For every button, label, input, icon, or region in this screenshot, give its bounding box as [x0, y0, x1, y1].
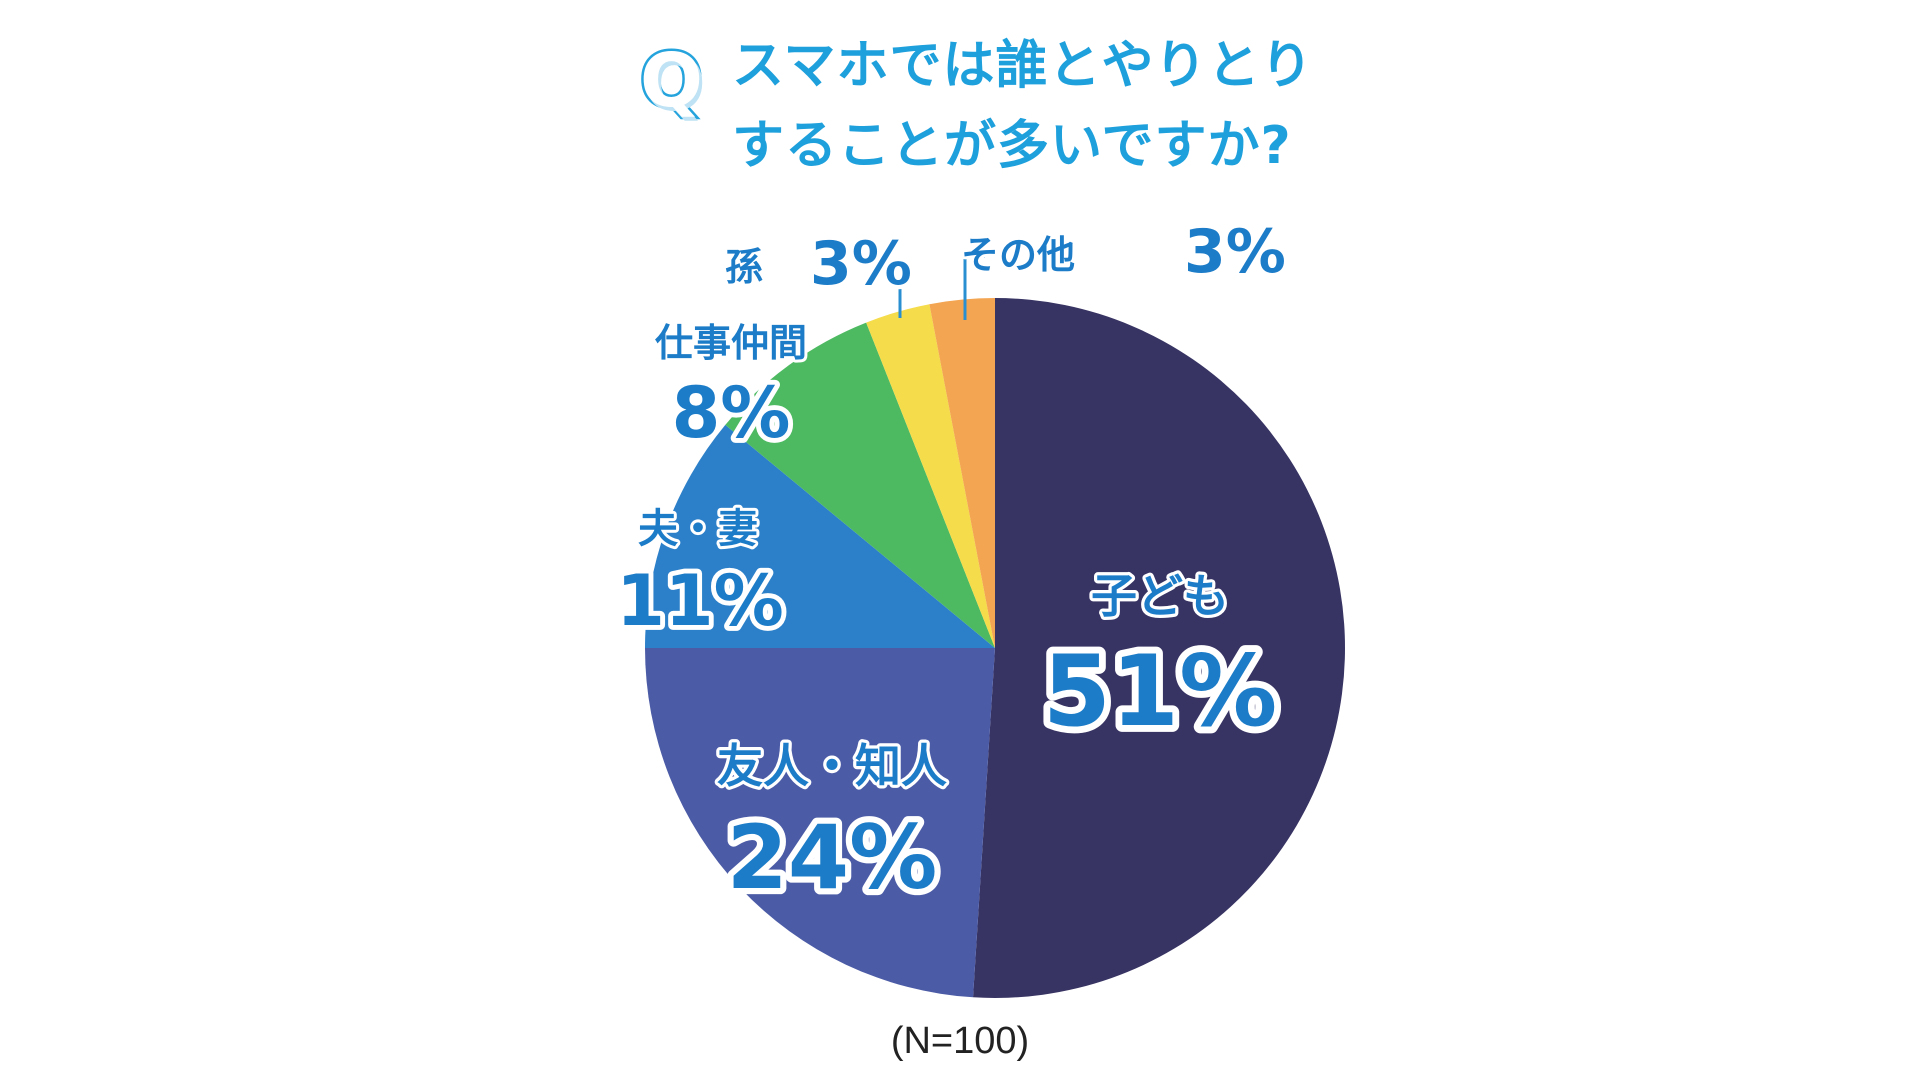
title-line-1: スマホでは誰とやりとり: [732, 36, 1314, 96]
slice-label-name-3: 仕事仲間: [655, 321, 807, 365]
pie-slice-3: [725, 322, 995, 648]
slice-label-value-1: 24%: [727, 806, 938, 909]
sample-size-note: (N=100): [890, 1020, 1030, 1062]
slice-label-name-5: その他: [961, 233, 1075, 277]
slice-label-value-0: 51%: [1043, 635, 1278, 749]
leader-line-5: [963, 254, 985, 320]
slice-label-name-1: 友人・知人: [717, 739, 947, 793]
title-line-2: することが多いですか?: [732, 116, 1292, 176]
slice-label-name-4: 孫: [725, 245, 763, 289]
leader-lines: [880, 254, 985, 320]
chart-title: Q スマホでは誰とやりとり することが多いですか?: [638, 36, 1400, 186]
slice-label-value-4: 3%: [810, 229, 912, 299]
slice-label-value-2: 11%: [616, 560, 784, 642]
pie-slice-0: [973, 298, 1346, 998]
slice-label-value-5: 3%: [1184, 217, 1286, 287]
pie-slice-4: [866, 304, 995, 648]
pie-slice-5: [929, 298, 995, 648]
slice-labels: 子ども 51% 友人・知人 24% 夫・妻 11% 仕事仲間 8% 孫 3% その他 3%: [611, 213, 1290, 915]
pie-slice-2: [645, 424, 995, 648]
leader-line-4: [880, 264, 902, 318]
slice-label-name-0: 子ども: [1091, 569, 1229, 623]
q-mark-icon: Q: [638, 38, 706, 124]
slice-label-name-2: 夫・妻: [638, 506, 758, 552]
slice-label-value-3: 8%: [672, 372, 791, 454]
pie-slices: [645, 298, 1346, 998]
pie-slice-1: [645, 648, 995, 998]
